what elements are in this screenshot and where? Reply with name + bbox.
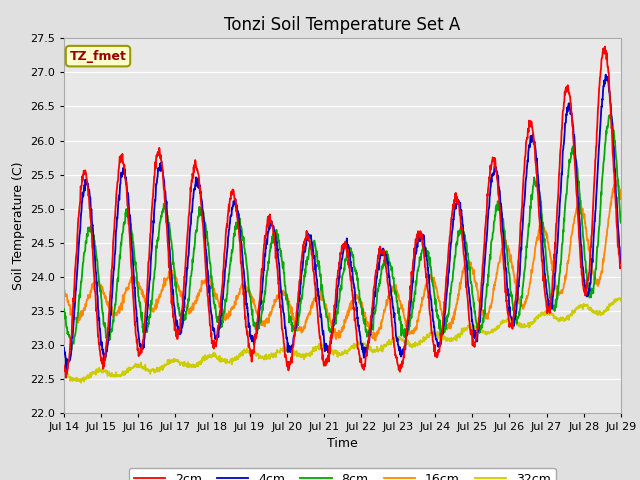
4cm xyxy=(429,318,437,324)
16cm xyxy=(60,288,68,294)
4cm xyxy=(246,332,254,337)
4cm xyxy=(60,345,68,351)
4cm xyxy=(171,306,179,312)
16cm xyxy=(614,177,621,183)
4cm xyxy=(502,265,509,271)
2cm xyxy=(429,338,437,344)
Title: Tonzi Soil Temperature Set A: Tonzi Soil Temperature Set A xyxy=(224,16,461,34)
2cm xyxy=(171,327,179,333)
Line: 16cm: 16cm xyxy=(64,180,621,340)
2cm xyxy=(60,363,68,369)
32cm xyxy=(429,329,437,335)
2cm xyxy=(617,264,625,270)
2cm xyxy=(62,374,70,380)
32cm xyxy=(184,364,192,370)
8cm xyxy=(184,296,192,302)
Line: 2cm: 2cm xyxy=(64,47,621,377)
2cm xyxy=(502,287,509,292)
32cm xyxy=(60,371,68,377)
4cm xyxy=(551,271,559,277)
2cm xyxy=(601,44,609,49)
16cm xyxy=(170,276,178,282)
Line: 4cm: 4cm xyxy=(64,75,621,371)
32cm xyxy=(171,359,179,364)
8cm xyxy=(551,303,559,309)
Legend: 2cm, 4cm, 8cm, 16cm, 32cm: 2cm, 4cm, 8cm, 16cm, 32cm xyxy=(129,468,556,480)
8cm xyxy=(60,306,68,312)
32cm xyxy=(551,315,559,321)
8cm xyxy=(246,294,254,300)
32cm xyxy=(502,318,509,324)
Y-axis label: Soil Temperature (C): Soil Temperature (C) xyxy=(12,161,24,290)
16cm xyxy=(246,293,254,299)
2cm xyxy=(246,353,254,359)
16cm xyxy=(429,277,437,283)
16cm xyxy=(617,196,625,202)
32cm xyxy=(616,295,623,301)
8cm xyxy=(171,269,179,275)
4cm xyxy=(617,260,625,266)
8cm xyxy=(617,220,625,226)
4cm xyxy=(63,368,70,373)
8cm xyxy=(429,283,437,289)
2cm xyxy=(551,240,559,246)
Line: 32cm: 32cm xyxy=(64,298,621,383)
4cm xyxy=(184,253,192,259)
4cm xyxy=(602,72,609,78)
Line: 8cm: 8cm xyxy=(64,115,621,350)
16cm xyxy=(502,237,509,243)
16cm xyxy=(184,306,191,312)
8cm xyxy=(606,112,614,118)
16cm xyxy=(372,337,380,343)
32cm xyxy=(77,380,85,385)
X-axis label: Time: Time xyxy=(327,437,358,450)
8cm xyxy=(67,347,75,353)
32cm xyxy=(246,347,254,352)
8cm xyxy=(502,242,509,248)
16cm xyxy=(551,277,559,283)
32cm xyxy=(617,298,625,303)
Text: TZ_fmet: TZ_fmet xyxy=(70,49,127,62)
2cm xyxy=(184,223,192,228)
